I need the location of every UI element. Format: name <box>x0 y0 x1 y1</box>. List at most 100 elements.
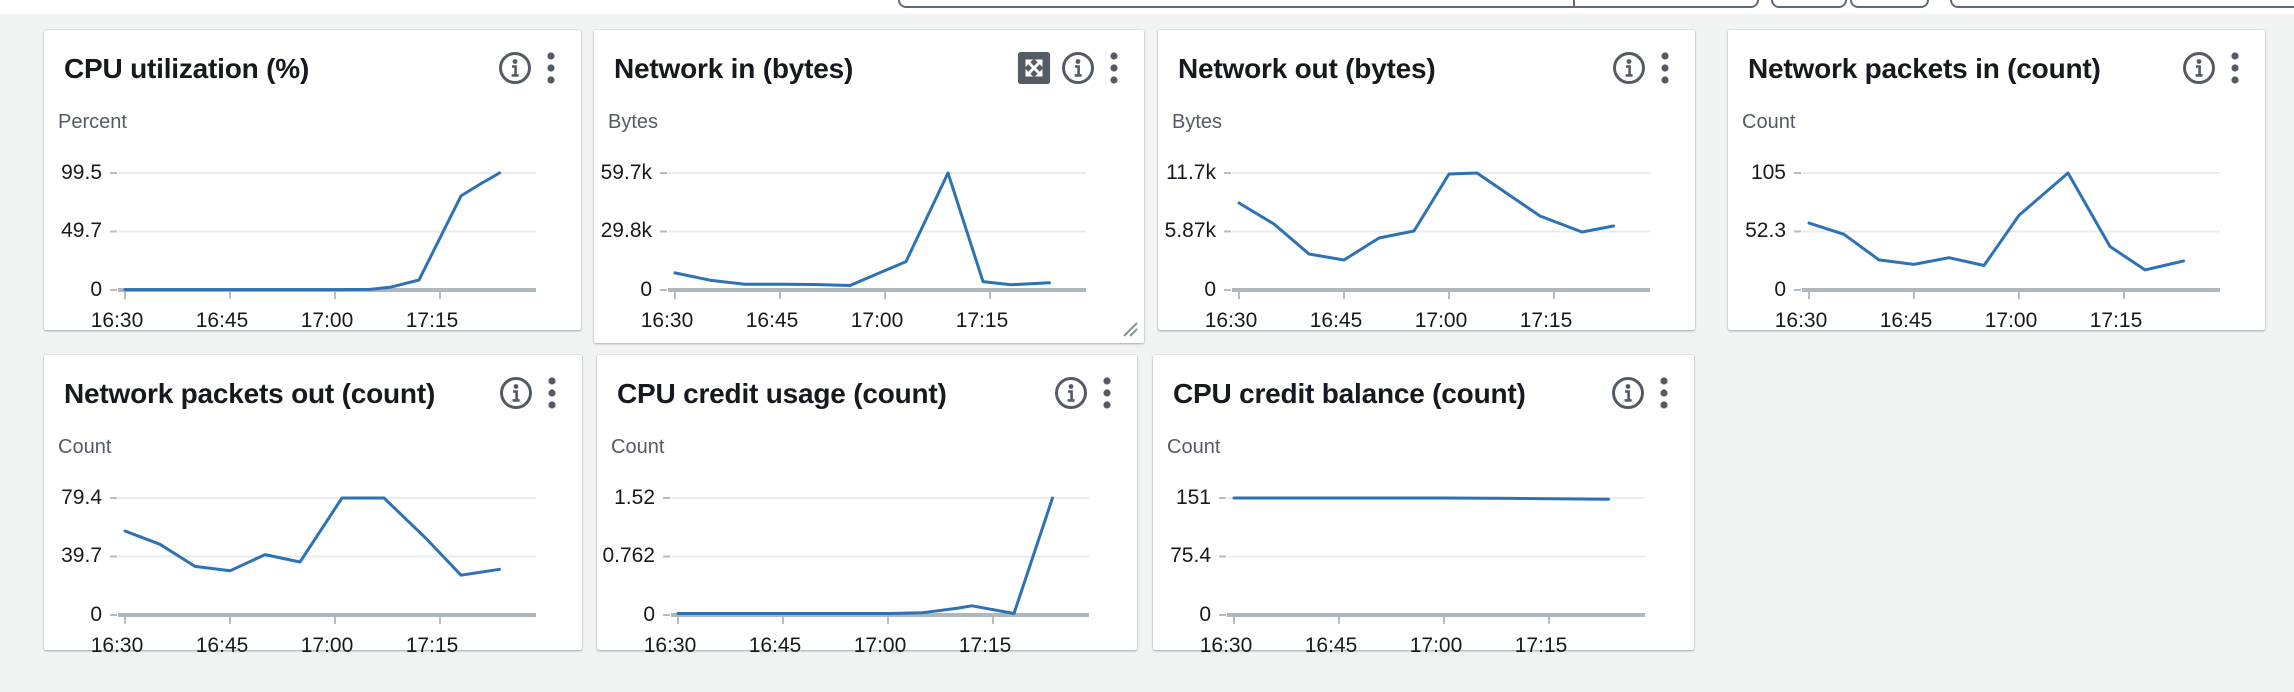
cropped-toolbar <box>0 0 2294 14</box>
y-axis-tick-label: 11.7k <box>1166 161 1216 184</box>
x-axis: 16:30 16:45 17:00 17:15 <box>1205 307 1642 337</box>
x-axis-tick-label: 16:45 <box>1304 634 1358 657</box>
x-axis-tick-label: 16:45 <box>195 634 249 657</box>
chart-plot[interactable] <box>110 488 536 628</box>
input-segment-divider <box>1573 0 1575 6</box>
x-axis-tick-label: 16:45 <box>1309 309 1363 332</box>
cropped-search-input[interactable] <box>898 0 1759 8</box>
chart-plot[interactable] <box>1224 163 1650 303</box>
menu-button[interactable] <box>2225 50 2245 86</box>
cropped-icon-button[interactable] <box>1850 0 1929 8</box>
chart-header-actions <box>1610 375 1674 411</box>
x-axis: 16:30 16:45 17:00 17:15 <box>1775 307 2212 337</box>
cropped-segment-button[interactable] <box>1771 0 1847 8</box>
chart-header-actions <box>497 50 561 86</box>
y-axis-tick-label: 29.8k <box>600 219 652 242</box>
info-button[interactable] <box>1611 50 1647 86</box>
axis-unit-label: Percent <box>58 111 127 133</box>
chart-header-actions <box>498 375 562 411</box>
x-axis-tick-label: 17:15 <box>405 309 459 332</box>
chart-card: CPU utilization (%) <box>44 30 581 332</box>
chart-body: 79.4 39.7 0 <box>61 486 562 628</box>
chart-plot[interactable] <box>660 163 1086 303</box>
info-button[interactable] <box>2181 50 2217 86</box>
cropped-dropdown-button[interactable] <box>1950 0 2294 8</box>
y-axis-tick-label: 99.5 <box>61 161 102 184</box>
x-axis-tick-label: 17:00 <box>850 309 904 332</box>
menu-button[interactable] <box>1104 50 1124 86</box>
x-axis: 16:30 16:45 17:00 17:15 <box>644 632 1081 662</box>
info-icon <box>500 377 532 409</box>
chart-header-actions <box>2181 50 2245 86</box>
y-axis-tick-label: 0 <box>90 278 102 301</box>
chart-title: CPU utilization (%) <box>64 53 310 84</box>
expand-icon <box>1017 51 1051 85</box>
chart-header-actions <box>1016 50 1124 86</box>
info-button[interactable] <box>1060 50 1096 86</box>
y-axis-tick-label: 59.7k <box>600 161 652 184</box>
chart-card-header: Network packets in (count) <box>1748 52 2245 86</box>
chart-card-header: CPU credit balance (count) <box>1173 377 1674 411</box>
chart-body: 99.5 49.7 0 <box>61 161 561 303</box>
chart-body: 11.7k 5.87k 0 <box>1165 161 1675 303</box>
x-axis: 16:30 16:45 17:00 17:15 <box>641 307 1078 337</box>
chart-card: Network packets out (count) <box>44 355 582 657</box>
menu-button[interactable] <box>541 50 561 86</box>
y-axis-tick-label: 79.4 <box>61 486 102 509</box>
y-axis: 151 75.4 0 <box>1170 486 1211 628</box>
chart-card-header: Network in (bytes) <box>614 50 1124 86</box>
y-axis: 79.4 39.7 0 <box>61 486 102 628</box>
x-axis: 16:30 16:45 17:00 17:15 <box>1200 632 1637 662</box>
y-axis-tick-label: 151 <box>1175 486 1211 509</box>
menu-button[interactable] <box>1097 375 1117 411</box>
kebab-menu-icon <box>2231 52 2239 84</box>
x-axis-tick-label: 16:30 <box>1774 309 1828 332</box>
y-axis-tick-label: 75.4 <box>1170 544 1211 567</box>
x-axis-tick-label: 16:45 <box>1879 309 1933 332</box>
chart-plot[interactable] <box>1794 163 2220 303</box>
x-axis-tick-label: 16:45 <box>195 309 249 332</box>
chart-body: 1.52 0.762 0 <box>602 486 1117 628</box>
menu-button[interactable] <box>1654 375 1674 411</box>
x-axis-tick-label: 17:00 <box>853 634 907 657</box>
menu-button[interactable] <box>542 375 562 411</box>
chart-line <box>123 496 501 577</box>
chart-line <box>673 171 1051 287</box>
chart-plot[interactable] <box>110 163 536 303</box>
x-axis-tick-label: 16:30 <box>643 634 697 657</box>
menu-button[interactable] <box>1655 50 1675 86</box>
kebab-menu-icon <box>1660 377 1668 409</box>
chart-card-header: Network out (bytes) <box>1178 52 1675 86</box>
chart-plot[interactable] <box>1219 488 1645 628</box>
x-axis-tick-label: 17:15 <box>2089 309 2143 332</box>
chart-header-actions <box>1611 50 1675 86</box>
x-axis-tick-label: 16:45 <box>748 634 802 657</box>
axis-unit-label: Count <box>611 436 665 458</box>
info-button[interactable] <box>1053 375 1089 411</box>
info-button[interactable] <box>498 375 534 411</box>
chart-title: Network out (bytes) <box>1178 53 1436 84</box>
resize-handle[interactable] <box>1122 321 1138 337</box>
info-button[interactable] <box>1610 375 1646 411</box>
chart-header-actions <box>1053 375 1117 411</box>
x-axis-tick-label: 16:45 <box>745 309 799 332</box>
y-axis-tick-label: 0.762 <box>602 544 655 567</box>
x-axis-tick-label: 17:15 <box>1514 634 1568 657</box>
info-button[interactable] <box>497 50 533 86</box>
chart-plot[interactable] <box>663 488 1089 628</box>
axis-unit-label: Count <box>58 436 112 458</box>
expand-button[interactable] <box>1016 50 1052 86</box>
y-axis-tick-label: 49.7 <box>61 219 102 242</box>
chart-line <box>1232 496 1610 501</box>
chart-card: Network in (bytes) <box>594 30 1144 343</box>
x-axis-tick-label: 17:00 <box>300 309 354 332</box>
x-axis-tick-label: 17:15 <box>955 309 1009 332</box>
chart-line <box>1807 171 2185 272</box>
y-axis: 99.5 49.7 0 <box>61 161 102 303</box>
resize-grip-icon <box>1123 322 1138 337</box>
info-icon <box>1062 52 1094 84</box>
kebab-menu-icon <box>547 52 555 84</box>
y-axis-tick-label: 0 <box>1774 278 1786 301</box>
x-axis-tick-label: 17:00 <box>1414 309 1468 332</box>
chart-line <box>1237 171 1615 262</box>
